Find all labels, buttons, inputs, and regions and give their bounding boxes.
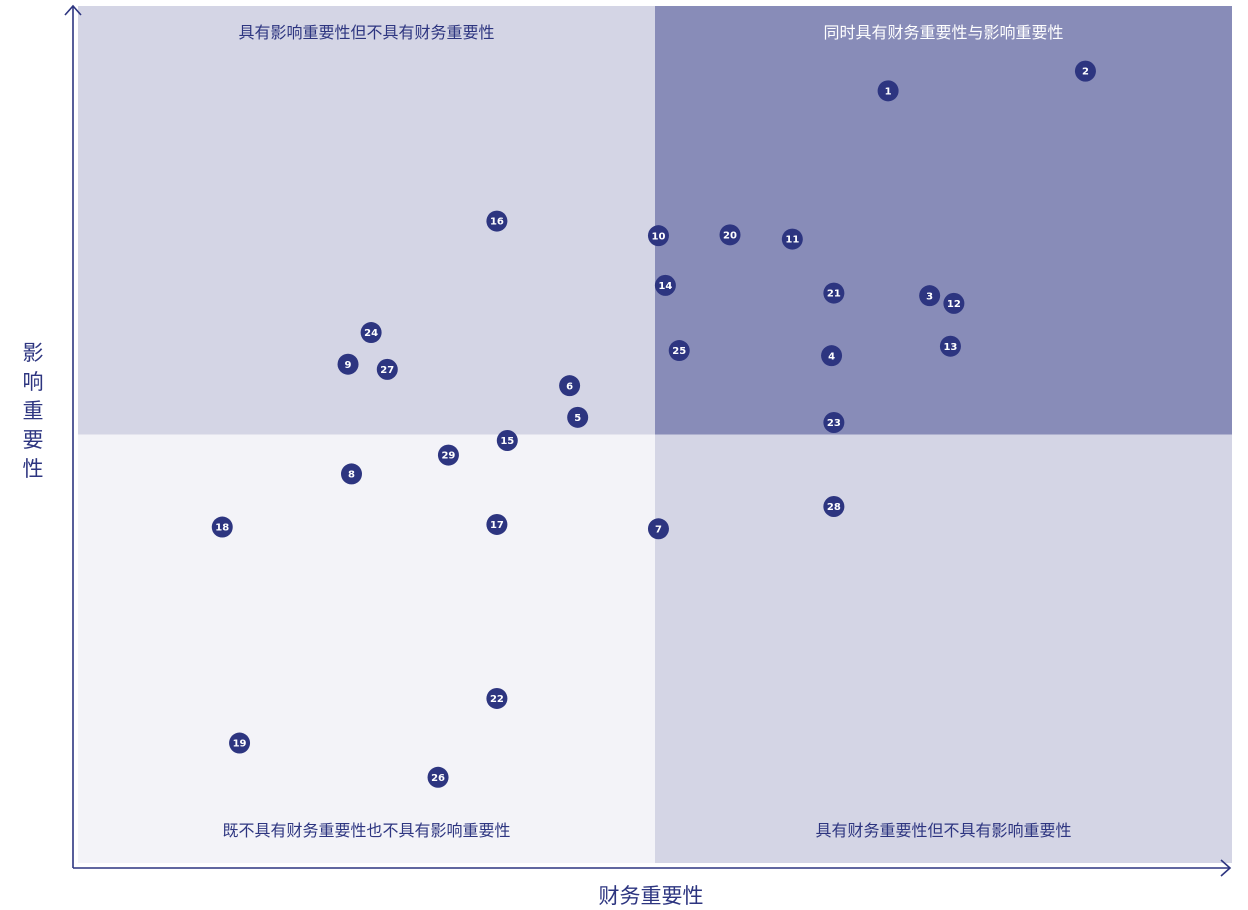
- data-point-label: 4: [828, 351, 835, 362]
- data-point: 18: [212, 517, 233, 538]
- data-point-label: 19: [233, 739, 247, 750]
- data-point-label: 10: [652, 231, 666, 242]
- data-point-label: 13: [943, 342, 957, 353]
- quadrant-label-top-left: 具有影响重要性但不具有财务重要性: [238, 23, 494, 42]
- data-point: 2: [1075, 61, 1096, 82]
- data-point: 1: [878, 80, 899, 101]
- data-point-label: 1: [885, 86, 892, 97]
- data-point: 11: [782, 229, 803, 250]
- quadrant-bottom-right: [655, 435, 1232, 864]
- data-point-label: 26: [431, 773, 445, 784]
- x-axis-title: 财务重要性: [599, 884, 704, 908]
- data-point-label: 28: [827, 502, 841, 513]
- data-point-label: 20: [723, 230, 737, 241]
- data-point: 17: [486, 514, 507, 535]
- data-point: 6: [559, 375, 580, 396]
- data-point-label: 7: [655, 524, 662, 535]
- data-point-label: 16: [490, 217, 504, 228]
- data-point: 29: [438, 445, 459, 466]
- data-point-label: 21: [827, 289, 841, 300]
- data-point: 28: [823, 496, 844, 517]
- quadrant-label-bottom-right: 具有财务重要性但不具有影响重要性: [815, 821, 1071, 840]
- data-point-label: 29: [441, 451, 455, 462]
- data-point: 23: [823, 412, 844, 433]
- data-point: 15: [497, 430, 518, 451]
- data-point: 13: [940, 336, 961, 357]
- data-point-label: 8: [348, 470, 355, 481]
- data-point: 5: [567, 407, 588, 428]
- data-point-label: 24: [364, 328, 378, 339]
- data-point-label: 5: [574, 413, 581, 424]
- quadrant-bottom-left: [78, 435, 655, 864]
- data-point-label: 17: [490, 520, 504, 531]
- data-point: 24: [361, 322, 382, 343]
- data-point: 27: [377, 359, 398, 380]
- data-point: 25: [669, 340, 690, 361]
- data-point: 8: [341, 463, 362, 484]
- data-point: 26: [428, 767, 449, 788]
- data-point-label: 23: [827, 418, 841, 429]
- data-point-label: 14: [658, 281, 672, 292]
- data-point: 3: [919, 285, 940, 306]
- data-point-label: 22: [490, 694, 504, 705]
- data-point-label: 6: [566, 381, 573, 392]
- data-point-label: 11: [785, 235, 799, 246]
- data-point: 7: [648, 518, 669, 539]
- data-point: 4: [821, 345, 842, 366]
- data-point-label: 25: [672, 346, 686, 357]
- data-point-label: 3: [926, 291, 933, 302]
- data-point: 20: [720, 224, 741, 245]
- data-point-label: 15: [500, 436, 514, 447]
- data-point: 16: [486, 211, 507, 232]
- quadrant-label-top-right: 同时具有财务重要性与影响重要性: [823, 23, 1063, 42]
- data-point: 9: [338, 354, 359, 375]
- data-point-label: 12: [947, 299, 961, 310]
- data-point-label: 27: [380, 365, 394, 376]
- data-point: 21: [823, 283, 844, 304]
- data-point: 22: [486, 688, 507, 709]
- data-point-label: 2: [1082, 67, 1089, 78]
- data-point-label: 18: [215, 523, 229, 534]
- data-point: 19: [229, 733, 250, 754]
- data-point: 10: [648, 225, 669, 246]
- data-point: 14: [655, 275, 676, 296]
- quadrant-label-bottom-left: 既不具有财务重要性也不具有影响重要性: [222, 821, 510, 840]
- y-axis-title: 影响重要性: [23, 341, 44, 481]
- quadrant-top-left: [78, 6, 655, 435]
- data-point: 12: [943, 293, 964, 314]
- data-point-label: 9: [345, 360, 352, 371]
- quadrant-top-right: [655, 6, 1232, 435]
